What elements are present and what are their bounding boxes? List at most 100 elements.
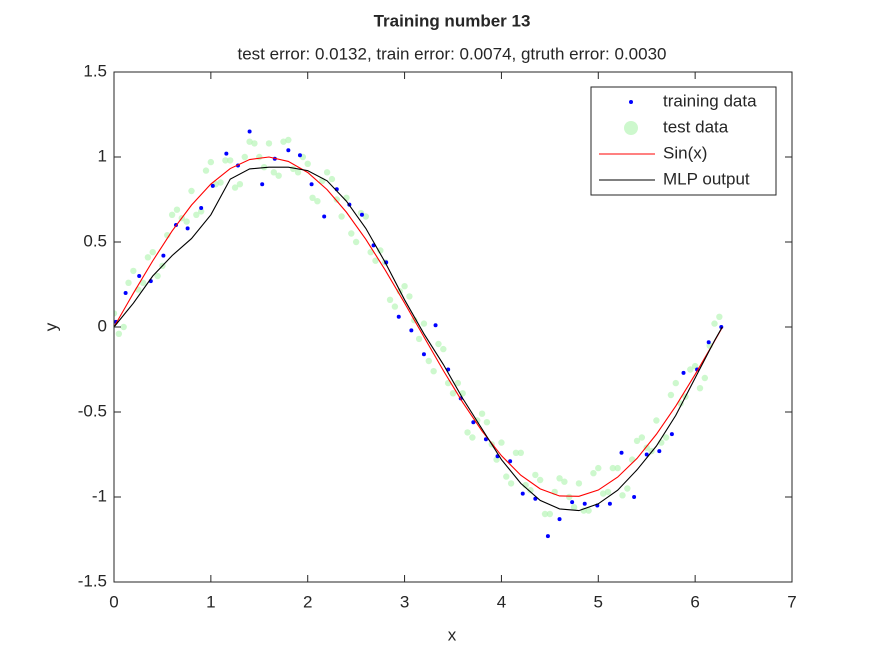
test-point bbox=[483, 419, 491, 426]
legend-swatch bbox=[629, 100, 633, 104]
test-point bbox=[716, 313, 723, 320]
legend-label: Sin(x) bbox=[663, 143, 707, 162]
test-point bbox=[304, 160, 311, 167]
test-point bbox=[236, 181, 244, 188]
test-point bbox=[643, 444, 650, 451]
test-point bbox=[672, 379, 679, 387]
test-point bbox=[628, 456, 636, 463]
test-point bbox=[285, 136, 292, 144]
chart-subtitle: test error: 0.0132, train error: 0.0074,… bbox=[237, 44, 666, 63]
x-tick-label: 2 bbox=[303, 592, 312, 611]
test-point bbox=[440, 345, 447, 353]
test-point bbox=[202, 167, 210, 174]
training-point bbox=[706, 340, 711, 345]
test-point bbox=[527, 487, 534, 494]
plot-area bbox=[114, 129, 724, 539]
curve bbox=[114, 156, 723, 497]
test-point bbox=[173, 206, 181, 213]
test-point bbox=[114, 310, 118, 317]
test-point bbox=[425, 357, 432, 365]
training-point bbox=[657, 449, 662, 454]
test-point bbox=[251, 140, 258, 147]
x-tick-label: 4 bbox=[497, 592, 506, 611]
test-point bbox=[532, 471, 539, 479]
test-point bbox=[323, 169, 331, 176]
test-point bbox=[541, 510, 549, 518]
y-tick-label: 0 bbox=[98, 316, 107, 335]
chart-title: Training number 13 bbox=[374, 11, 531, 30]
x-tick-label: 6 bbox=[690, 592, 699, 611]
test-point bbox=[662, 434, 670, 441]
training-point bbox=[123, 291, 128, 295]
test-point bbox=[149, 249, 156, 256]
test-point bbox=[609, 464, 617, 472]
test-point bbox=[125, 279, 132, 286]
training-point bbox=[619, 450, 624, 455]
training-point bbox=[409, 328, 414, 333]
test-point bbox=[653, 417, 660, 424]
training-point bbox=[471, 420, 476, 425]
test-point bbox=[270, 169, 278, 176]
test-point bbox=[314, 198, 321, 205]
curve bbox=[114, 166, 723, 512]
test-point bbox=[197, 208, 205, 215]
training-point bbox=[224, 151, 229, 156]
test-point bbox=[556, 475, 563, 482]
test-point bbox=[498, 439, 505, 446]
test-point bbox=[275, 172, 282, 179]
test-point bbox=[227, 157, 234, 164]
training-point bbox=[607, 501, 612, 506]
test-point bbox=[338, 213, 345, 220]
test-point bbox=[309, 194, 316, 201]
training-point bbox=[520, 491, 525, 496]
training-point bbox=[644, 452, 649, 457]
test-point bbox=[536, 476, 544, 484]
test-point bbox=[343, 194, 350, 201]
axes-box bbox=[113, 71, 793, 583]
test-point bbox=[352, 238, 360, 246]
training-point bbox=[396, 314, 401, 319]
training-point bbox=[359, 212, 364, 217]
training-point bbox=[185, 226, 190, 231]
test-point bbox=[168, 211, 176, 218]
x-tick-label: 1 bbox=[206, 592, 215, 611]
test-point bbox=[333, 196, 340, 203]
training-point bbox=[570, 500, 575, 505]
test-point bbox=[328, 175, 336, 183]
test-point bbox=[415, 335, 423, 343]
test-point bbox=[619, 492, 626, 499]
training-point bbox=[545, 534, 550, 539]
test-point bbox=[561, 478, 568, 485]
test-point bbox=[633, 437, 641, 445]
test-point bbox=[367, 249, 374, 256]
legend-label: training data bbox=[663, 91, 757, 110]
training-point bbox=[681, 370, 686, 375]
x-axis-label: x bbox=[448, 625, 457, 644]
y-axis-label: y bbox=[41, 322, 60, 331]
y-tick-label: -1.5 bbox=[78, 571, 107, 590]
test-point bbox=[546, 510, 554, 518]
test-point bbox=[449, 390, 457, 397]
test-point bbox=[207, 158, 215, 166]
test-point bbox=[188, 187, 195, 195]
test-point bbox=[512, 449, 520, 456]
x-tick-label: 3 bbox=[400, 592, 409, 611]
training-point bbox=[247, 129, 252, 134]
training-point bbox=[632, 495, 637, 499]
test-point bbox=[575, 480, 583, 487]
y-tick-label: -1 bbox=[92, 486, 107, 505]
test-point bbox=[372, 257, 379, 264]
training-point bbox=[557, 517, 562, 522]
test-point bbox=[193, 211, 200, 218]
test-point bbox=[624, 485, 631, 492]
test-point bbox=[246, 138, 253, 145]
test-point bbox=[590, 470, 597, 477]
training-point bbox=[309, 182, 314, 187]
test-point bbox=[469, 434, 476, 441]
test-point bbox=[711, 320, 718, 327]
test-point bbox=[585, 507, 592, 514]
test-point bbox=[348, 230, 355, 237]
test-point bbox=[420, 320, 428, 327]
y-tick-label: 0.5 bbox=[83, 231, 107, 250]
